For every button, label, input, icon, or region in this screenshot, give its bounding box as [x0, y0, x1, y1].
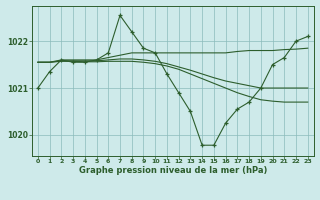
X-axis label: Graphe pression niveau de la mer (hPa): Graphe pression niveau de la mer (hPa) — [79, 166, 267, 175]
